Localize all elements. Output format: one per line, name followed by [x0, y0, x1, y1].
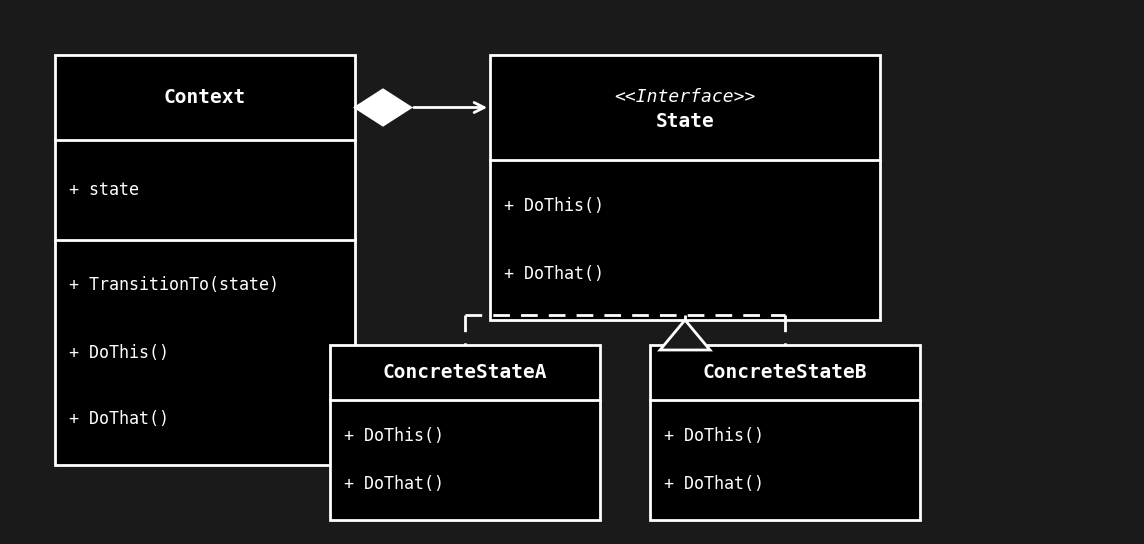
Text: <<Interface>>: <<Interface>>	[614, 89, 756, 107]
Polygon shape	[355, 90, 411, 126]
Text: + state: + state	[69, 181, 140, 199]
Text: ConcreteStateA: ConcreteStateA	[383, 363, 547, 382]
Text: + DoThis(): + DoThis()	[664, 427, 764, 445]
Text: + DoThat(): + DoThat()	[69, 411, 169, 429]
Text: + DoThat(): + DoThat()	[664, 475, 764, 493]
Bar	[650, 345, 920, 520]
Bar	[329, 345, 599, 520]
Text: + DoThis(): + DoThis()	[69, 343, 169, 362]
Text: + TransitionTo(state): + TransitionTo(state)	[69, 276, 279, 294]
Text: State: State	[656, 112, 714, 131]
Text: + DoThat(): + DoThat()	[344, 475, 444, 493]
Text: + DoThat(): + DoThat()	[505, 265, 604, 283]
Text: ConcreteStateB: ConcreteStateB	[702, 363, 867, 382]
Text: Context: Context	[164, 88, 246, 107]
Text: + DoThis(): + DoThis()	[505, 197, 604, 215]
Bar	[490, 55, 880, 320]
Polygon shape	[660, 320, 710, 350]
Text: + DoThis(): + DoThis()	[344, 427, 444, 445]
Bar	[55, 55, 355, 465]
